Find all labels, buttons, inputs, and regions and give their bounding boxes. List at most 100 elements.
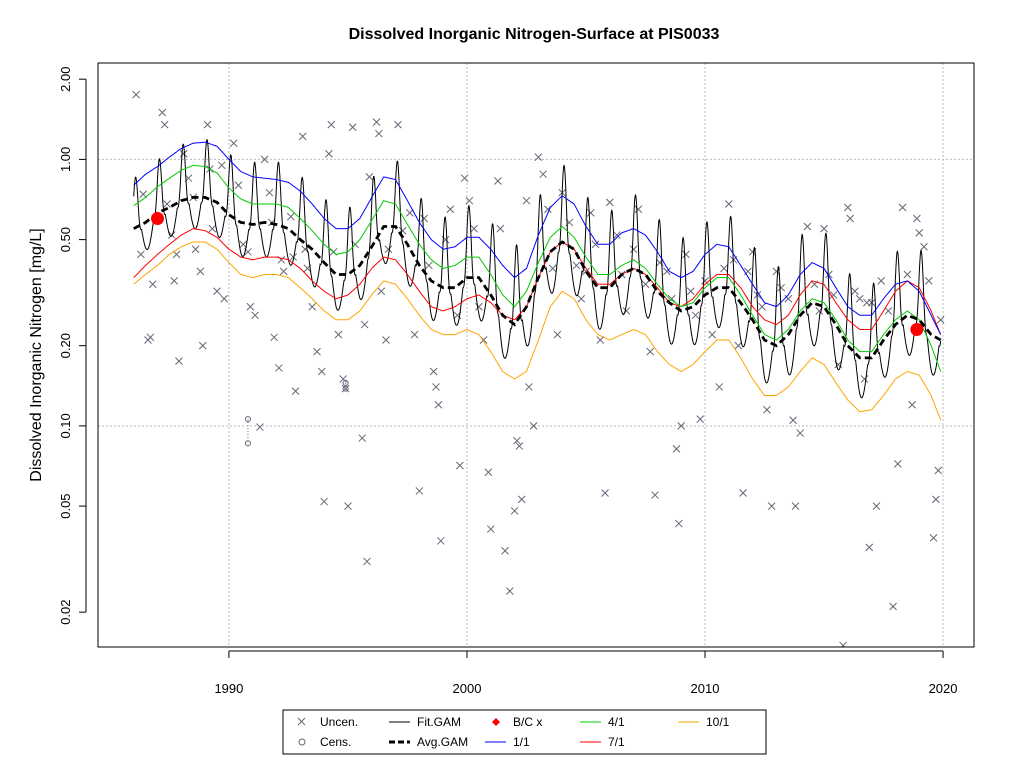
uncensored-point: [758, 302, 766, 311]
uncensored-point: [170, 277, 179, 285]
uncensored-point: [410, 330, 419, 339]
uncensored-point: [394, 120, 402, 129]
uncensored-point: [163, 200, 171, 208]
bc-point: [151, 212, 165, 226]
uncensored-point: [460, 174, 469, 183]
x-tick-label: 2010: [691, 681, 720, 696]
fit-gam-line: [133, 138, 942, 399]
curve-1-1: [133, 141, 942, 335]
uncensored-point: [191, 245, 200, 254]
uncensored-point: [634, 205, 643, 214]
uncensored-point: [317, 367, 326, 376]
uncensored-point: [629, 245, 638, 254]
uncensored-point: [517, 495, 526, 504]
uncensored-point: [513, 436, 521, 445]
uncensored-point: [239, 240, 248, 249]
uncensored-point: [220, 294, 229, 303]
y-tick-label: 0.10: [58, 413, 73, 438]
y-tick-label: 0.50: [58, 227, 73, 252]
legend-uncen-marker: [297, 717, 306, 726]
uncensored-point: [534, 153, 543, 161]
uncensored-point: [672, 444, 681, 453]
uncensored-point: [553, 330, 562, 339]
uncensored-point: [686, 287, 695, 296]
uncensored-point: [348, 123, 357, 132]
uncensored-point: [265, 188, 274, 197]
uncensored-point: [432, 383, 440, 391]
uncensored-point: [148, 280, 157, 289]
uncensored-point: [920, 242, 928, 251]
uncensored-point: [763, 405, 771, 414]
uncensored-point: [286, 212, 295, 221]
uncensored-point: [641, 280, 650, 289]
uncensored-point: [682, 250, 690, 259]
legend-cens: Cens.: [298, 735, 351, 749]
censored-point: [342, 379, 349, 386]
legend-fit-label: Fit.GAM: [417, 715, 461, 729]
uncensored-point: [475, 302, 483, 311]
y-tick-label: 0.02: [58, 599, 73, 624]
uncensored-point: [313, 347, 321, 356]
uncensored-point: [344, 502, 352, 510]
uncensored-point: [791, 502, 800, 510]
uncensored-point: [525, 383, 533, 391]
uncensored-point: [884, 307, 893, 315]
uncensored-point: [708, 330, 717, 339]
uncensored-point: [229, 139, 238, 148]
uncensored-point: [924, 277, 933, 285]
uncensored-point: [903, 270, 912, 279]
legend-uncen-label: Uncen.: [320, 715, 358, 729]
uncensored-point: [360, 320, 369, 329]
uncensored-point: [275, 364, 283, 372]
legend-4-1: 4/1: [580, 715, 625, 729]
uncensored-point: [934, 466, 943, 475]
uncensored-point: [601, 489, 609, 497]
y-axis-label: Dissolved Inorganic Nitrogen [mg/L]: [28, 228, 45, 481]
uncensored-point: [486, 525, 495, 533]
uncensored-point: [375, 129, 383, 138]
uncensored-point: [846, 214, 855, 223]
uncensored-point: [158, 108, 167, 117]
uncensored-point: [839, 641, 847, 647]
uncensored-point: [663, 267, 671, 276]
uncensored-point: [572, 261, 581, 270]
uncensored-point: [256, 423, 264, 431]
uncensored-point: [715, 383, 724, 391]
uncensored-point: [677, 422, 686, 430]
uncensored-point: [434, 400, 443, 409]
legend-4-1-label: 4/1: [608, 715, 625, 729]
uncensored-point: [203, 120, 212, 129]
plot-border: [97, 62, 975, 648]
uncensored-point: [674, 519, 683, 528]
uncensored-point: [515, 442, 524, 450]
uncensored-point: [365, 172, 374, 181]
legend-avg: Avg.GAM: [389, 735, 468, 749]
uncensored-point: [213, 287, 221, 296]
uncensored-point: [696, 415, 705, 423]
uncensored-point: [320, 497, 328, 506]
uncensored-point: [175, 357, 183, 365]
y-axis: 0.02 0.05 0.10 0.20 0.50 1.00 2.00: [58, 67, 87, 625]
legend-bc-label: B/C x: [513, 715, 542, 729]
uncensored-point: [420, 214, 428, 223]
uncensored-point: [298, 132, 307, 141]
uncensored-point: [334, 330, 343, 339]
uncensored-point: [496, 224, 505, 233]
uncensored-point: [784, 294, 793, 303]
uncensored-point: [384, 245, 393, 254]
uncensored-point: [234, 181, 243, 190]
uncensored-point: [522, 196, 531, 205]
uncensored-point: [382, 336, 390, 344]
chart-title: Dissolved Inorganic Nitrogen-Surface at …: [349, 26, 720, 43]
uncensored-point: [577, 294, 586, 303]
y-tick-label: 2.00: [58, 67, 73, 92]
legend-bc-marker: [492, 718, 500, 726]
curve-4-1: [133, 164, 942, 372]
legend-1-1-label: 1/1: [513, 735, 530, 749]
censored-point: [244, 416, 251, 423]
uncensored-point: [720, 264, 728, 273]
uncensored-point: [913, 214, 921, 223]
uncensored-point: [872, 502, 881, 510]
uncensored-point: [691, 311, 700, 320]
